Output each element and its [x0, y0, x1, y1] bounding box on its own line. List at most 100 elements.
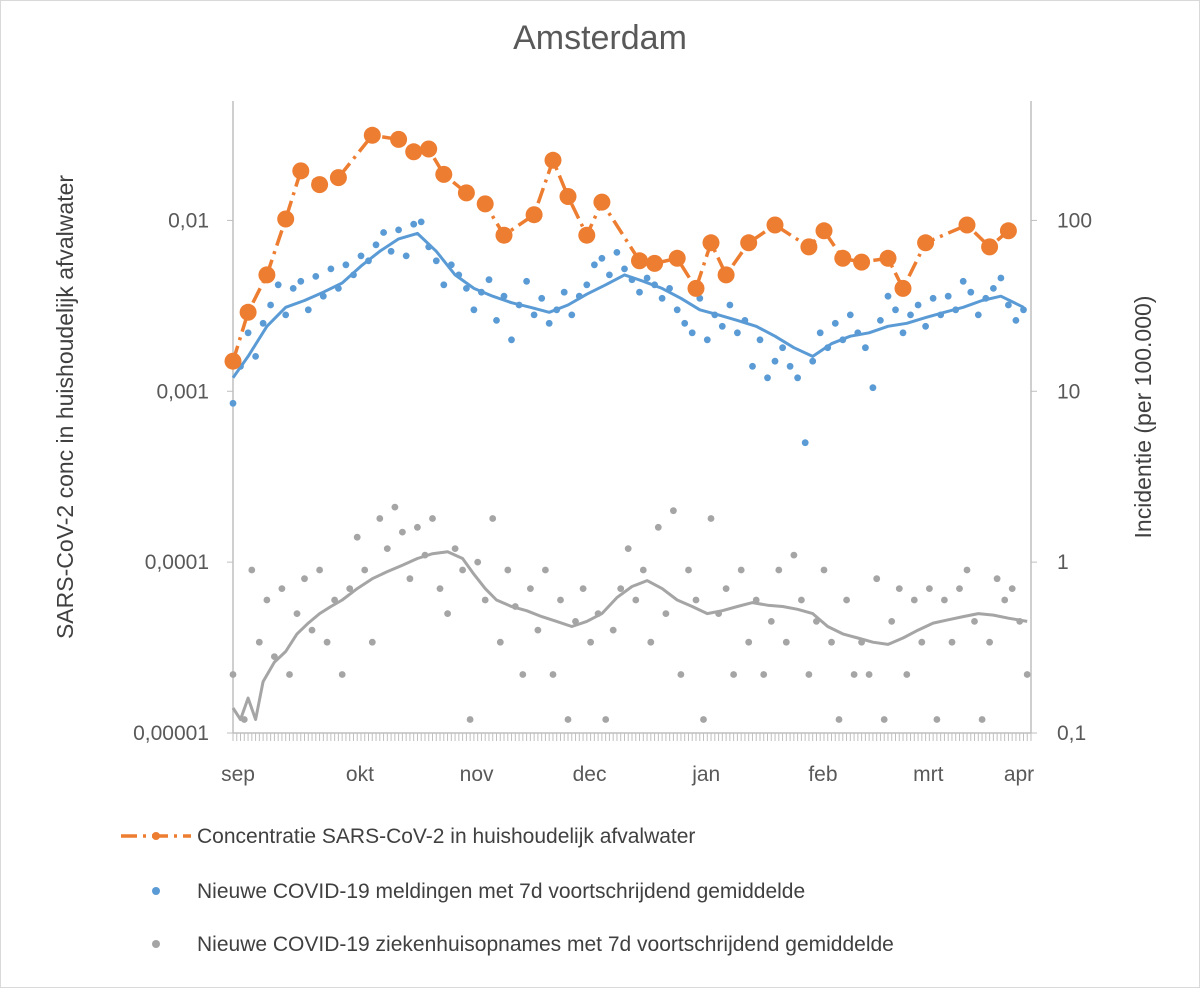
- hospital-admissions-point: [918, 638, 926, 646]
- hospital-admissions-point: [429, 515, 436, 522]
- new-reports-point: [591, 261, 598, 269]
- x-tick-label: okt: [346, 763, 374, 786]
- new-reports-point: [312, 273, 320, 280]
- hospital-admissions-point: [835, 716, 843, 723]
- wastewater-marker: [224, 352, 242, 370]
- new-reports-point: [463, 285, 470, 292]
- legend-marker-new-reports: [152, 887, 160, 895]
- hospital-admissions-point: [451, 545, 459, 552]
- new-reports-point: [801, 439, 809, 447]
- hospital-admissions-point: [308, 626, 316, 634]
- new-reports-point: [907, 311, 914, 319]
- hospital-admissions-point: [474, 558, 482, 566]
- hospital-admissions-point: [895, 585, 903, 592]
- hospital-admissions-point: [813, 618, 820, 625]
- hospital-admissions-point: [368, 638, 376, 646]
- hospital-admissions-point: [971, 618, 978, 625]
- hospital-admissions-point: [790, 551, 798, 559]
- wastewater-marker: [687, 279, 705, 297]
- hospital-admissions-point: [1023, 671, 1031, 678]
- wastewater-marker: [740, 234, 758, 252]
- hospital-admissions-point: [316, 566, 323, 574]
- hospital-admissions-point: [338, 671, 346, 678]
- hospital-admissions-point: [504, 566, 512, 574]
- new-reports-point: [274, 281, 282, 289]
- hospital-admissions-point: [820, 566, 828, 574]
- hospital-admissions-point: [941, 596, 948, 604]
- new-reports-point: [560, 288, 568, 296]
- wastewater-marker: [631, 252, 648, 270]
- new-reports-point: [786, 362, 794, 370]
- new-reports-point: [357, 252, 365, 260]
- new-reports-point: [402, 252, 410, 260]
- hospital-admissions-point: [850, 671, 858, 678]
- hospital-admissions-point: [278, 585, 286, 592]
- new-reports-point: [252, 353, 259, 360]
- wastewater-marker: [578, 226, 596, 244]
- hospital-admissions-point: [421, 551, 429, 559]
- new-reports-point: [515, 301, 523, 309]
- hospital-admissions-point: [858, 638, 865, 646]
- new-reports-point: [990, 285, 997, 292]
- hospital-admissions-point: [602, 716, 610, 723]
- wastewater-marker: [292, 162, 310, 180]
- hospital-admissions-point: [406, 575, 414, 583]
- wastewater-marker: [258, 266, 276, 284]
- new-reports-point: [508, 336, 515, 344]
- new-reports-point: [711, 311, 719, 319]
- wastewater-marker: [495, 226, 513, 244]
- hospital-admissions-point: [519, 671, 527, 678]
- hospital-admissions-point: [587, 638, 594, 646]
- wastewater-marker: [717, 266, 735, 284]
- new-reports-point: [545, 319, 553, 327]
- hospital-admissions-point: [624, 545, 632, 552]
- wastewater-marker: [593, 193, 611, 211]
- hospital-admissions-point: [767, 618, 775, 625]
- hospital-admissions-point: [752, 596, 760, 604]
- new-reports-point: [824, 344, 832, 352]
- hospital-admissions-point: [414, 523, 421, 531]
- hospital-admissions-point: [730, 671, 737, 678]
- new-reports-point: [538, 294, 546, 302]
- wastewater-marker: [800, 238, 818, 256]
- new-reports-point: [440, 281, 448, 289]
- new-reports-point: [1012, 317, 1020, 324]
- hospital-admissions-point: [685, 566, 692, 574]
- new-reports-point: [884, 292, 892, 300]
- hospital-admissions-point: [489, 515, 497, 522]
- new-reports-point: [395, 226, 402, 234]
- hospital-admissions-point: [760, 671, 768, 678]
- new-reports-point: [568, 311, 576, 319]
- hospital-admissions-point: [775, 566, 783, 574]
- new-reports-point: [327, 265, 335, 273]
- new-reports-point: [922, 322, 929, 330]
- hospital-admissions-point: [700, 716, 707, 723]
- new-reports-point: [681, 319, 689, 327]
- wastewater-marker: [329, 169, 347, 187]
- new-reports-point: [380, 229, 387, 236]
- new-reports-point: [809, 357, 817, 365]
- hospital-admissions-point: [903, 671, 911, 678]
- hospital-admissions-point: [828, 638, 835, 646]
- wastewater-marker: [668, 249, 686, 267]
- new-reports-point: [779, 344, 786, 352]
- new-reports-point: [944, 292, 952, 300]
- new-reports-point: [583, 281, 591, 289]
- new-reports-point: [432, 257, 440, 265]
- hospital-admissions-point: [670, 507, 677, 515]
- hospital-admissions-point: [707, 515, 715, 522]
- new-reports-point: [892, 306, 899, 314]
- new-reports-point: [342, 261, 350, 269]
- hospital-admissions-point: [782, 638, 790, 646]
- wastewater-marker: [390, 130, 408, 148]
- hospital-admissions-point: [888, 618, 896, 625]
- new-reports-point: [598, 254, 606, 262]
- hospital-admissions-point: [609, 626, 617, 634]
- x-tick-label: dec: [573, 763, 607, 786]
- new-reports-point: [553, 306, 561, 314]
- series-new-reports: [229, 218, 1027, 447]
- new-reports-point: [319, 292, 327, 300]
- new-reports-point: [862, 344, 869, 352]
- wastewater-marker: [405, 143, 423, 161]
- hospital-admissions-point: [993, 575, 1001, 583]
